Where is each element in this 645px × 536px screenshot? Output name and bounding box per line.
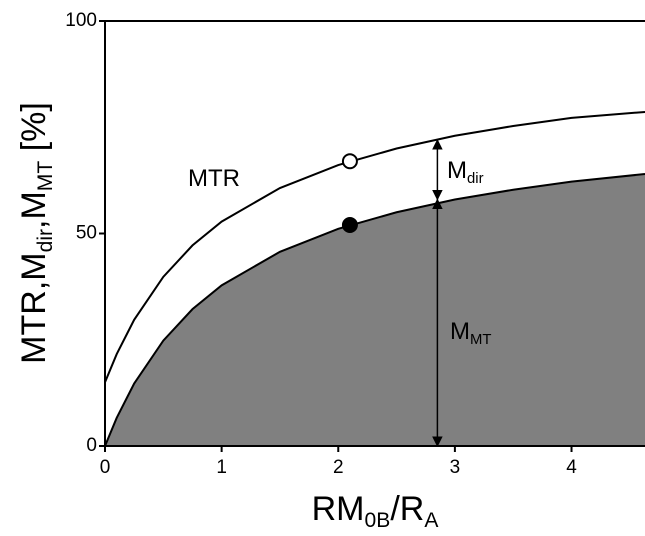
x-tick-label: 3: [450, 457, 461, 478]
label: MMT: [450, 318, 491, 348]
subscript: dir: [34, 229, 57, 252]
text-part: /R: [390, 490, 424, 528]
text-part: M: [450, 318, 470, 345]
y-tick-label: 50: [76, 223, 97, 244]
y-tick-label: 100: [65, 10, 97, 31]
subscript: MT: [470, 332, 491, 348]
line: [104, 110, 645, 383]
x-tick-label: 4: [566, 457, 577, 478]
text-part: RM: [312, 490, 365, 528]
subscript: MT: [34, 161, 57, 192]
x-tick-label: 1: [216, 457, 227, 478]
subscript: 0B: [365, 509, 391, 532]
text-part: ,M: [15, 191, 53, 229]
label: MTR: [188, 165, 240, 192]
x-tick-label: 0: [100, 457, 111, 478]
subscript: dir: [467, 171, 484, 187]
label: MTR,Mdir,MMT [%]: [15, 102, 57, 364]
label: Mdir: [447, 157, 484, 187]
y-tick-label: 0: [86, 435, 97, 456]
text-part: [%]: [15, 102, 53, 161]
text-part: MTR: [188, 165, 240, 192]
x-tick-label: 2: [333, 457, 344, 478]
subscript: A: [424, 509, 439, 532]
label: RM0B/RA: [312, 490, 440, 532]
text-part: M: [447, 157, 467, 184]
area: [105, 174, 645, 446]
point: [341, 217, 358, 233]
point: [341, 153, 358, 170]
text-part: MTR,M: [15, 252, 53, 363]
line: [104, 173, 645, 447]
